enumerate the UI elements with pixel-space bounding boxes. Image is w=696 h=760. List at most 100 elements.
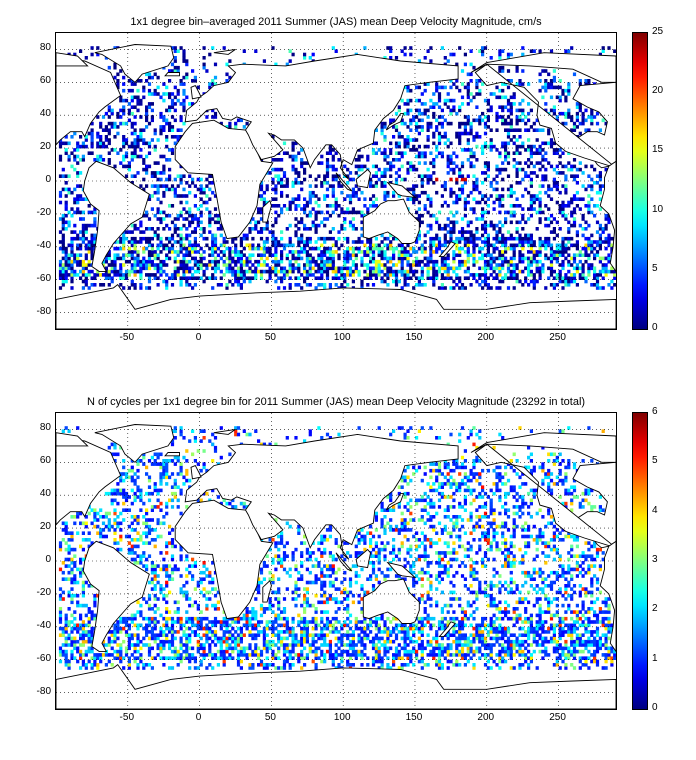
- y-tick-label: 80: [39, 42, 51, 54]
- bin-cell: [564, 111, 568, 116]
- bin-cell: [124, 141, 129, 146]
- bin-cell: [466, 72, 470, 77]
- bin-cell: [113, 266, 117, 271]
- bin-cell: [449, 266, 453, 271]
- bin-cell: [552, 253, 556, 257]
- bin-cell: [213, 62, 218, 67]
- bin-cell: [101, 639, 106, 644]
- bin-cell: [159, 128, 163, 132]
- bin-cell: [449, 659, 453, 664]
- bin-cell: [239, 253, 243, 257]
- bin-cell: [291, 184, 295, 188]
- bin-cell: [489, 141, 493, 146]
- bin-cell: [147, 256, 152, 261]
- bin-cell: [515, 204, 519, 208]
- bin-cell: [409, 128, 413, 132]
- bin-cell: [506, 121, 511, 126]
- bin-cell: [449, 121, 453, 126]
- bin-cell: [317, 636, 321, 641]
- coastline: [355, 168, 371, 189]
- bin-cell: [300, 649, 304, 654]
- bin-cell: [291, 243, 295, 248]
- bin-cell: [492, 246, 496, 251]
- bin-cell: [265, 187, 269, 192]
- bin-cell: [193, 250, 197, 254]
- bin-cell: [435, 148, 439, 152]
- bin-cell: [532, 639, 536, 644]
- bin-cell: [113, 656, 117, 660]
- bin-cell: [357, 167, 361, 172]
- bin-cell: [478, 200, 482, 205]
- bin-cell: [458, 236, 462, 241]
- bin-cell: [455, 663, 459, 667]
- bin-cell: [504, 82, 508, 86]
- bin-cell: [165, 246, 169, 251]
- bin-cell: [406, 273, 410, 277]
- bin-cell: [156, 276, 160, 280]
- bin-cell: [124, 276, 129, 280]
- bin-cell: [437, 243, 442, 248]
- bin-cell: [234, 263, 238, 267]
- bin-cell: [196, 633, 200, 637]
- bin-cell: [498, 69, 502, 73]
- bin-cell: [176, 138, 180, 142]
- bin-cell: [521, 283, 525, 287]
- bin-cell: [136, 227, 140, 231]
- bin-cell: [331, 148, 335, 152]
- bin-cell: [532, 273, 536, 277]
- bin-cell: [308, 263, 312, 267]
- bin-cell: [314, 263, 318, 267]
- bin-cell: [501, 49, 505, 53]
- bin-cell: [280, 181, 284, 185]
- bin-cell: [81, 273, 85, 277]
- bin-cell: [84, 273, 88, 277]
- bin-cell: [604, 269, 608, 274]
- bin-cell: [216, 213, 220, 218]
- bin-cell: [320, 263, 324, 267]
- bin-cell: [581, 246, 585, 251]
- bin-cell: [529, 154, 533, 159]
- bin-cell: [136, 102, 140, 106]
- bin-cell: [84, 276, 88, 280]
- bin-cell: [426, 210, 430, 215]
- bin-cell: [208, 187, 212, 192]
- bin-cell: [248, 646, 252, 651]
- bin-cell: [188, 656, 192, 660]
- bin-cell: [403, 141, 407, 146]
- bin-cell: [130, 636, 134, 641]
- bin-cell: [512, 102, 516, 106]
- bin-cell: [87, 646, 91, 651]
- bin-cell: [475, 279, 479, 284]
- bin-cell: [222, 243, 226, 248]
- bin-cell: [182, 263, 186, 267]
- bin-cell: [173, 56, 177, 60]
- bin-cell: [371, 259, 376, 264]
- bin-cell: [469, 62, 473, 67]
- bin-cell: [231, 240, 235, 244]
- bin-cell: [512, 286, 516, 290]
- bin-cell: [584, 253, 588, 257]
- bin-cell: [426, 223, 430, 228]
- bin-cell: [320, 181, 324, 185]
- bin-cell: [498, 210, 502, 215]
- bin-cell: [521, 653, 525, 657]
- bin-cell: [521, 259, 525, 264]
- bin-cell: [251, 663, 255, 667]
- bin-cell: [415, 167, 419, 172]
- bin-cell: [400, 164, 404, 169]
- bin-cell: [590, 197, 594, 201]
- bin-cell: [90, 236, 94, 241]
- bin-cell: [472, 233, 476, 238]
- bin-cell: [153, 131, 157, 136]
- bin-cell: [521, 141, 525, 146]
- bin-cell: [489, 108, 493, 113]
- bin-cell: [581, 663, 585, 667]
- bin-cell: [607, 220, 611, 225]
- bin-cell: [371, 174, 376, 178]
- bin-cell: [587, 174, 591, 178]
- bin-cell: [162, 279, 166, 284]
- bin-cell: [561, 151, 565, 155]
- bin-cell: [282, 276, 287, 280]
- bin-cell: [538, 144, 542, 149]
- bin-cell: [529, 200, 533, 205]
